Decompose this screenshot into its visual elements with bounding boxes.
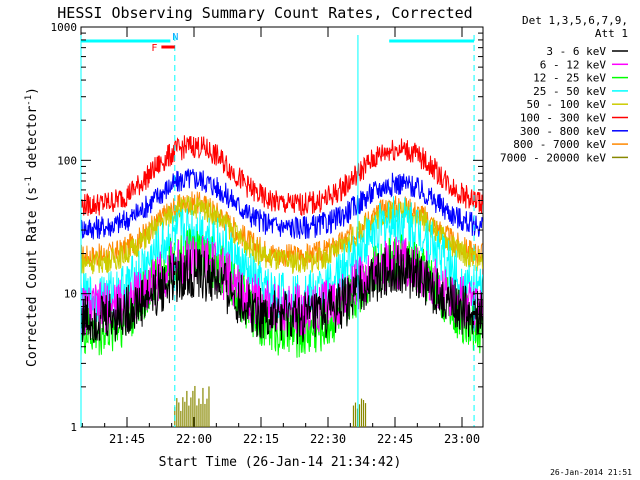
legend-label: 25 - 50 keV: [533, 85, 606, 98]
legend-label: 12 - 25 keV: [533, 72, 606, 85]
legend-label: 6 - 12 keV: [540, 58, 607, 71]
y-tick-label: 1: [70, 421, 77, 434]
x-tick-label: 21:45: [109, 432, 145, 446]
series-line: [80, 244, 483, 345]
chart-title: HESSI Observing Summary Count Rates, Cor…: [57, 4, 472, 22]
legend-label: 7000 - 20000 keV: [500, 151, 606, 164]
flag-label: N: [172, 32, 178, 43]
legend-header-2: Att 1: [595, 27, 628, 40]
x-tick-label: 23:00: [444, 432, 480, 446]
flag-label: F: [151, 43, 157, 54]
x-tick-label: 22:30: [310, 432, 346, 446]
legend-header-1: Det 1,3,5,6,7,9,: [522, 14, 628, 27]
legend-label: 3 - 6 keV: [546, 45, 606, 58]
y-tick-label: 10: [64, 288, 77, 301]
x-tick-label: 22:45: [377, 432, 413, 446]
y-tick-label: 1000: [51, 21, 78, 34]
y-axis-label: Corrected Count Rate (s-1 detector-1): [24, 87, 40, 367]
series-line: [80, 196, 483, 325]
x-tick-label: 22:15: [243, 432, 279, 446]
y-tick-label: 100: [57, 154, 77, 167]
x-tick-label: 22:00: [176, 432, 212, 446]
legend-label: 100 - 300 keV: [520, 112, 606, 125]
legend-label: 800 - 7000 keV: [513, 138, 606, 151]
series-line: [80, 168, 483, 240]
footer-date: 26-Jan-2014 21:51: [550, 468, 632, 477]
series-line: [80, 135, 483, 216]
legend-label: 50 - 100 keV: [527, 98, 607, 111]
x-axis-label: Start Time (26-Jan-14 21:34:42): [159, 455, 402, 470]
plot-area: N F 1 10 100 1000 21:45 22:00 22:15 22:30 22:45 23…: [51, 21, 484, 446]
legend-label: 300 - 800 keV: [520, 125, 606, 138]
